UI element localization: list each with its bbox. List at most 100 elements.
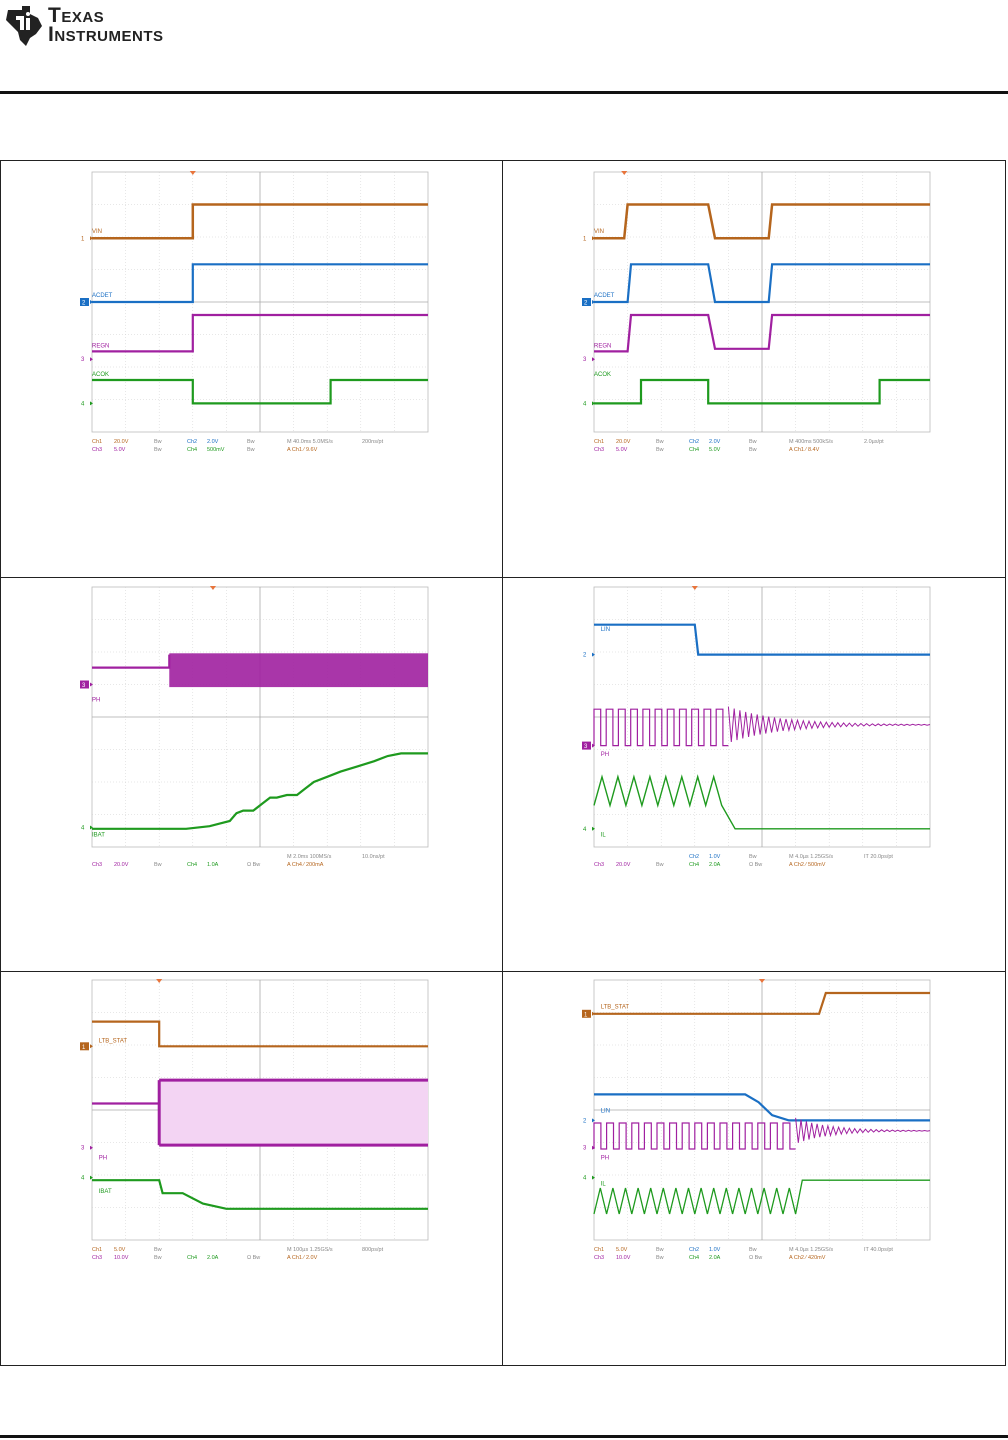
trace-ph-ringing <box>727 706 931 743</box>
scope-setting: Ch2 <box>689 1247 699 1253</box>
scope-setting: M 4.0µs 1.25GS/s <box>789 854 833 860</box>
channel-marker-arrow <box>90 1044 93 1049</box>
trace-acdet <box>594 263 930 304</box>
scope-setting: 1.0A <box>207 862 219 868</box>
scope-setting: Bw <box>247 439 255 445</box>
scope-setting: Ω Bw <box>247 1255 260 1261</box>
footer-rule <box>0 1435 1008 1438</box>
channel-marker-box <box>80 1042 89 1051</box>
trace-vin <box>594 203 930 240</box>
channel-marker-num: 2 <box>583 653 587 659</box>
scope-capture-1: VIN ACDET REGN ACOK 1 2 3 4 Ch1 20.0V Bw Ch2 2.0V Bw M… <box>80 170 432 460</box>
trace-vin <box>92 203 428 240</box>
channel-marker-arrow <box>90 1175 93 1180</box>
scope-setting: 2.0V <box>709 439 721 445</box>
channel-label-ltb-stat: LTB_STAT <box>601 1005 630 1011</box>
trace-acdet <box>92 263 428 304</box>
trigger-marker <box>156 979 163 983</box>
scope-setting: Ω Bw <box>749 862 762 868</box>
scope-setting: Ω Bw <box>749 1255 762 1261</box>
scope-setting: Ch4 <box>187 447 197 453</box>
scope-setting: Ch2 <box>689 854 699 860</box>
scope-setting: Ch4 <box>689 447 699 453</box>
scope-setting: 2.0V <box>207 439 219 445</box>
scope-setting: Bw <box>749 1247 757 1253</box>
scope-setting: Ch4 <box>689 1255 699 1261</box>
channel-label-il: IL <box>601 833 607 839</box>
trace-ltb-stat <box>92 1020 428 1048</box>
scope-setting: Bw <box>154 1247 162 1253</box>
channel-label-ibat: IBAT <box>99 1189 112 1195</box>
channel-label-ph: PH <box>99 1155 107 1161</box>
scope-setting: 2.0A <box>207 1255 219 1261</box>
scope-setting: A Ch1 ⁄ 2.0V <box>287 1255 318 1261</box>
trace-lin <box>594 1093 930 1122</box>
grid-vertical-divider <box>502 160 503 1366</box>
scope-capture-4: LIN PH IL 2 3 4 Ch2 1.0V Bw M 4.0µs 1.25GS/s IT 20… <box>582 585 934 875</box>
channel-marker-num: 1 <box>81 236 85 242</box>
channel-marker-arrow <box>592 1011 595 1016</box>
channel-marker-arrow <box>90 300 93 304</box>
scope-setting: Ω Bw <box>247 862 260 868</box>
channel-label-regn: REGN <box>594 344 611 350</box>
channel-marker-box <box>582 1009 591 1018</box>
scope-setting: 2.0A <box>709 862 721 868</box>
scope-setting: Ch4 <box>689 862 699 868</box>
channel-label-vin: VIN <box>92 229 102 235</box>
scope-setting: 500mV <box>207 447 225 453</box>
scope-setting: 5.0V <box>114 447 126 453</box>
trace-ph-switching-band <box>169 653 428 688</box>
scope-setting: Ch2 <box>689 439 699 445</box>
scope-setting: Ch4 <box>187 1255 197 1261</box>
scope-setting: 1.0V <box>709 854 721 860</box>
channel-marker-num: 3 <box>583 357 587 363</box>
page-header: Texas Instruments <box>0 0 1008 94</box>
trace-ph-switching <box>593 708 729 747</box>
scope-setting: M 400ms 500kS/s <box>789 439 833 445</box>
scope-capture-5: LTB_STAT PH IBAT 1 3 4 Ch1 5.0V Bw M 100µs 1.25GS… <box>80 978 432 1268</box>
scope-setting: M 2.0ms 100MS/s <box>287 854 332 860</box>
channel-marker-num: 2 <box>583 1118 587 1124</box>
channel-marker-num: 4 <box>81 826 85 832</box>
scope-setting: IT 20.0ps/pt <box>864 854 893 860</box>
scope-setting: Ch3 <box>92 862 102 868</box>
channel-marker-num: 1 <box>583 236 587 242</box>
channel-marker-arrow <box>592 357 595 362</box>
scope-setting: Ch1 <box>92 1247 102 1253</box>
channel-label-regn: REGN <box>92 344 109 350</box>
trace-ibat <box>92 752 428 830</box>
channel-label-ltb-stat: LTB_STAT <box>99 1038 128 1044</box>
scope-setting: M 100µs 1.25GS/s <box>287 1247 333 1253</box>
scope-setting: Ch3 <box>594 862 604 868</box>
scope-setting: Ch3 <box>594 1255 604 1261</box>
channel-label-acdet: ACDET <box>92 293 113 299</box>
channel-marker-arrow <box>90 236 93 241</box>
scope-setting: Ch3 <box>92 1255 102 1261</box>
trace-il <box>593 774 930 830</box>
scope-setting: Ch2 <box>187 439 197 445</box>
trace-ibat <box>92 1179 428 1210</box>
trigger-marker <box>189 171 196 175</box>
channel-marker-num: 3 <box>82 683 86 689</box>
channel-label-lin: LIN <box>601 627 610 633</box>
scope-setting: 2.0µs/pt <box>864 439 884 445</box>
scope-setting: Bw <box>656 1247 664 1253</box>
scope-setting: Bw <box>247 447 255 453</box>
channel-marker-arrow <box>592 401 595 406</box>
scope-setting: A Ch2 ⁄ 500mV <box>789 862 826 868</box>
scope-setting: Ch1 <box>594 1247 604 1253</box>
scope-setting: 10.0V <box>616 1255 631 1261</box>
scope-setting: Bw <box>154 447 162 453</box>
scope-setting: 20.0V <box>616 862 631 868</box>
header-rule <box>0 91 1008 94</box>
scope-setting: 5.0V <box>616 447 628 453</box>
channel-label-ph: PH <box>601 1155 609 1161</box>
channel-marker-box <box>582 298 591 306</box>
scope-setting: Bw <box>749 854 757 860</box>
scope-setting: 2.0A <box>709 1255 721 1261</box>
channel-marker-num: 3 <box>584 744 588 750</box>
channel-label-ph: PH <box>601 752 609 758</box>
scope-capture-6: LTB_STAT LIN PH IL 1 2 3 4 Ch1 5.0V Bw Ch2 1.0V Bw M 4… <box>582 978 934 1268</box>
trigger-marker <box>759 979 765 983</box>
trace-ph-ringing <box>795 1117 931 1143</box>
